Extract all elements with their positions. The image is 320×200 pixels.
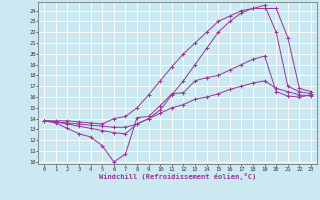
X-axis label: Windchill (Refroidissement éolien,°C): Windchill (Refroidissement éolien,°C)	[99, 173, 256, 180]
